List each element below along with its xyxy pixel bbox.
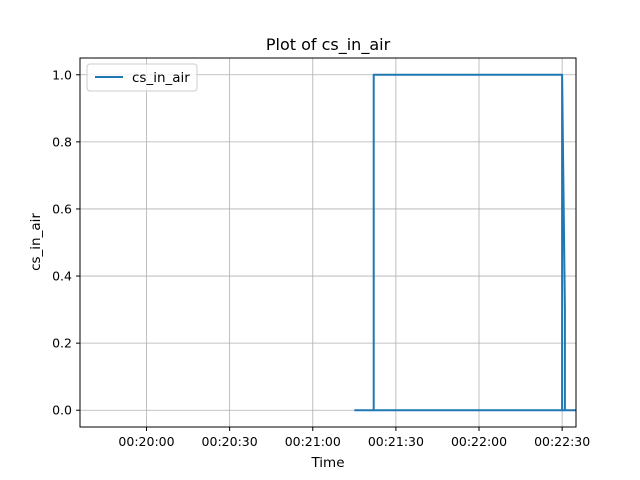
grid-lines xyxy=(80,58,576,427)
y-tick-label: 0.8 xyxy=(52,134,72,149)
y-tick-label: 0.6 xyxy=(52,201,72,216)
x-tick-label: 00:22:30 xyxy=(534,434,590,449)
x-tick-label: 00:21:00 xyxy=(285,434,341,449)
legend-box xyxy=(86,63,198,92)
x-tick-label: 00:21:30 xyxy=(368,434,424,449)
plot-area-frame xyxy=(79,57,577,428)
legend: cs_in_air xyxy=(86,63,198,92)
x-axis: 00:20:00 00:20:30 00:21:00 00:21:30 00:22:00… xyxy=(118,427,590,449)
y-tick-label: 0.2 xyxy=(52,336,72,351)
y-tick-label: 1.0 xyxy=(52,67,72,82)
x-tick-label: 00:22:00 xyxy=(451,434,507,449)
chart-title: Plot of cs_in_air xyxy=(266,35,391,55)
y-axis-label: cs_in_air xyxy=(28,213,44,271)
y-tick-label: 0.0 xyxy=(52,403,72,418)
x-tick-label: 00:20:30 xyxy=(202,434,258,449)
x-axis-label: Time xyxy=(310,455,344,471)
legend-label: cs_in_air xyxy=(132,70,190,86)
x-tick-label: 00:20:00 xyxy=(118,434,174,449)
series-line xyxy=(354,73,576,412)
y-tick-label: 0.4 xyxy=(52,269,72,284)
y-axis: 0.0 0.2 0.4 0.6 0.8 1.0 xyxy=(52,67,80,418)
series-layer xyxy=(354,73,576,412)
